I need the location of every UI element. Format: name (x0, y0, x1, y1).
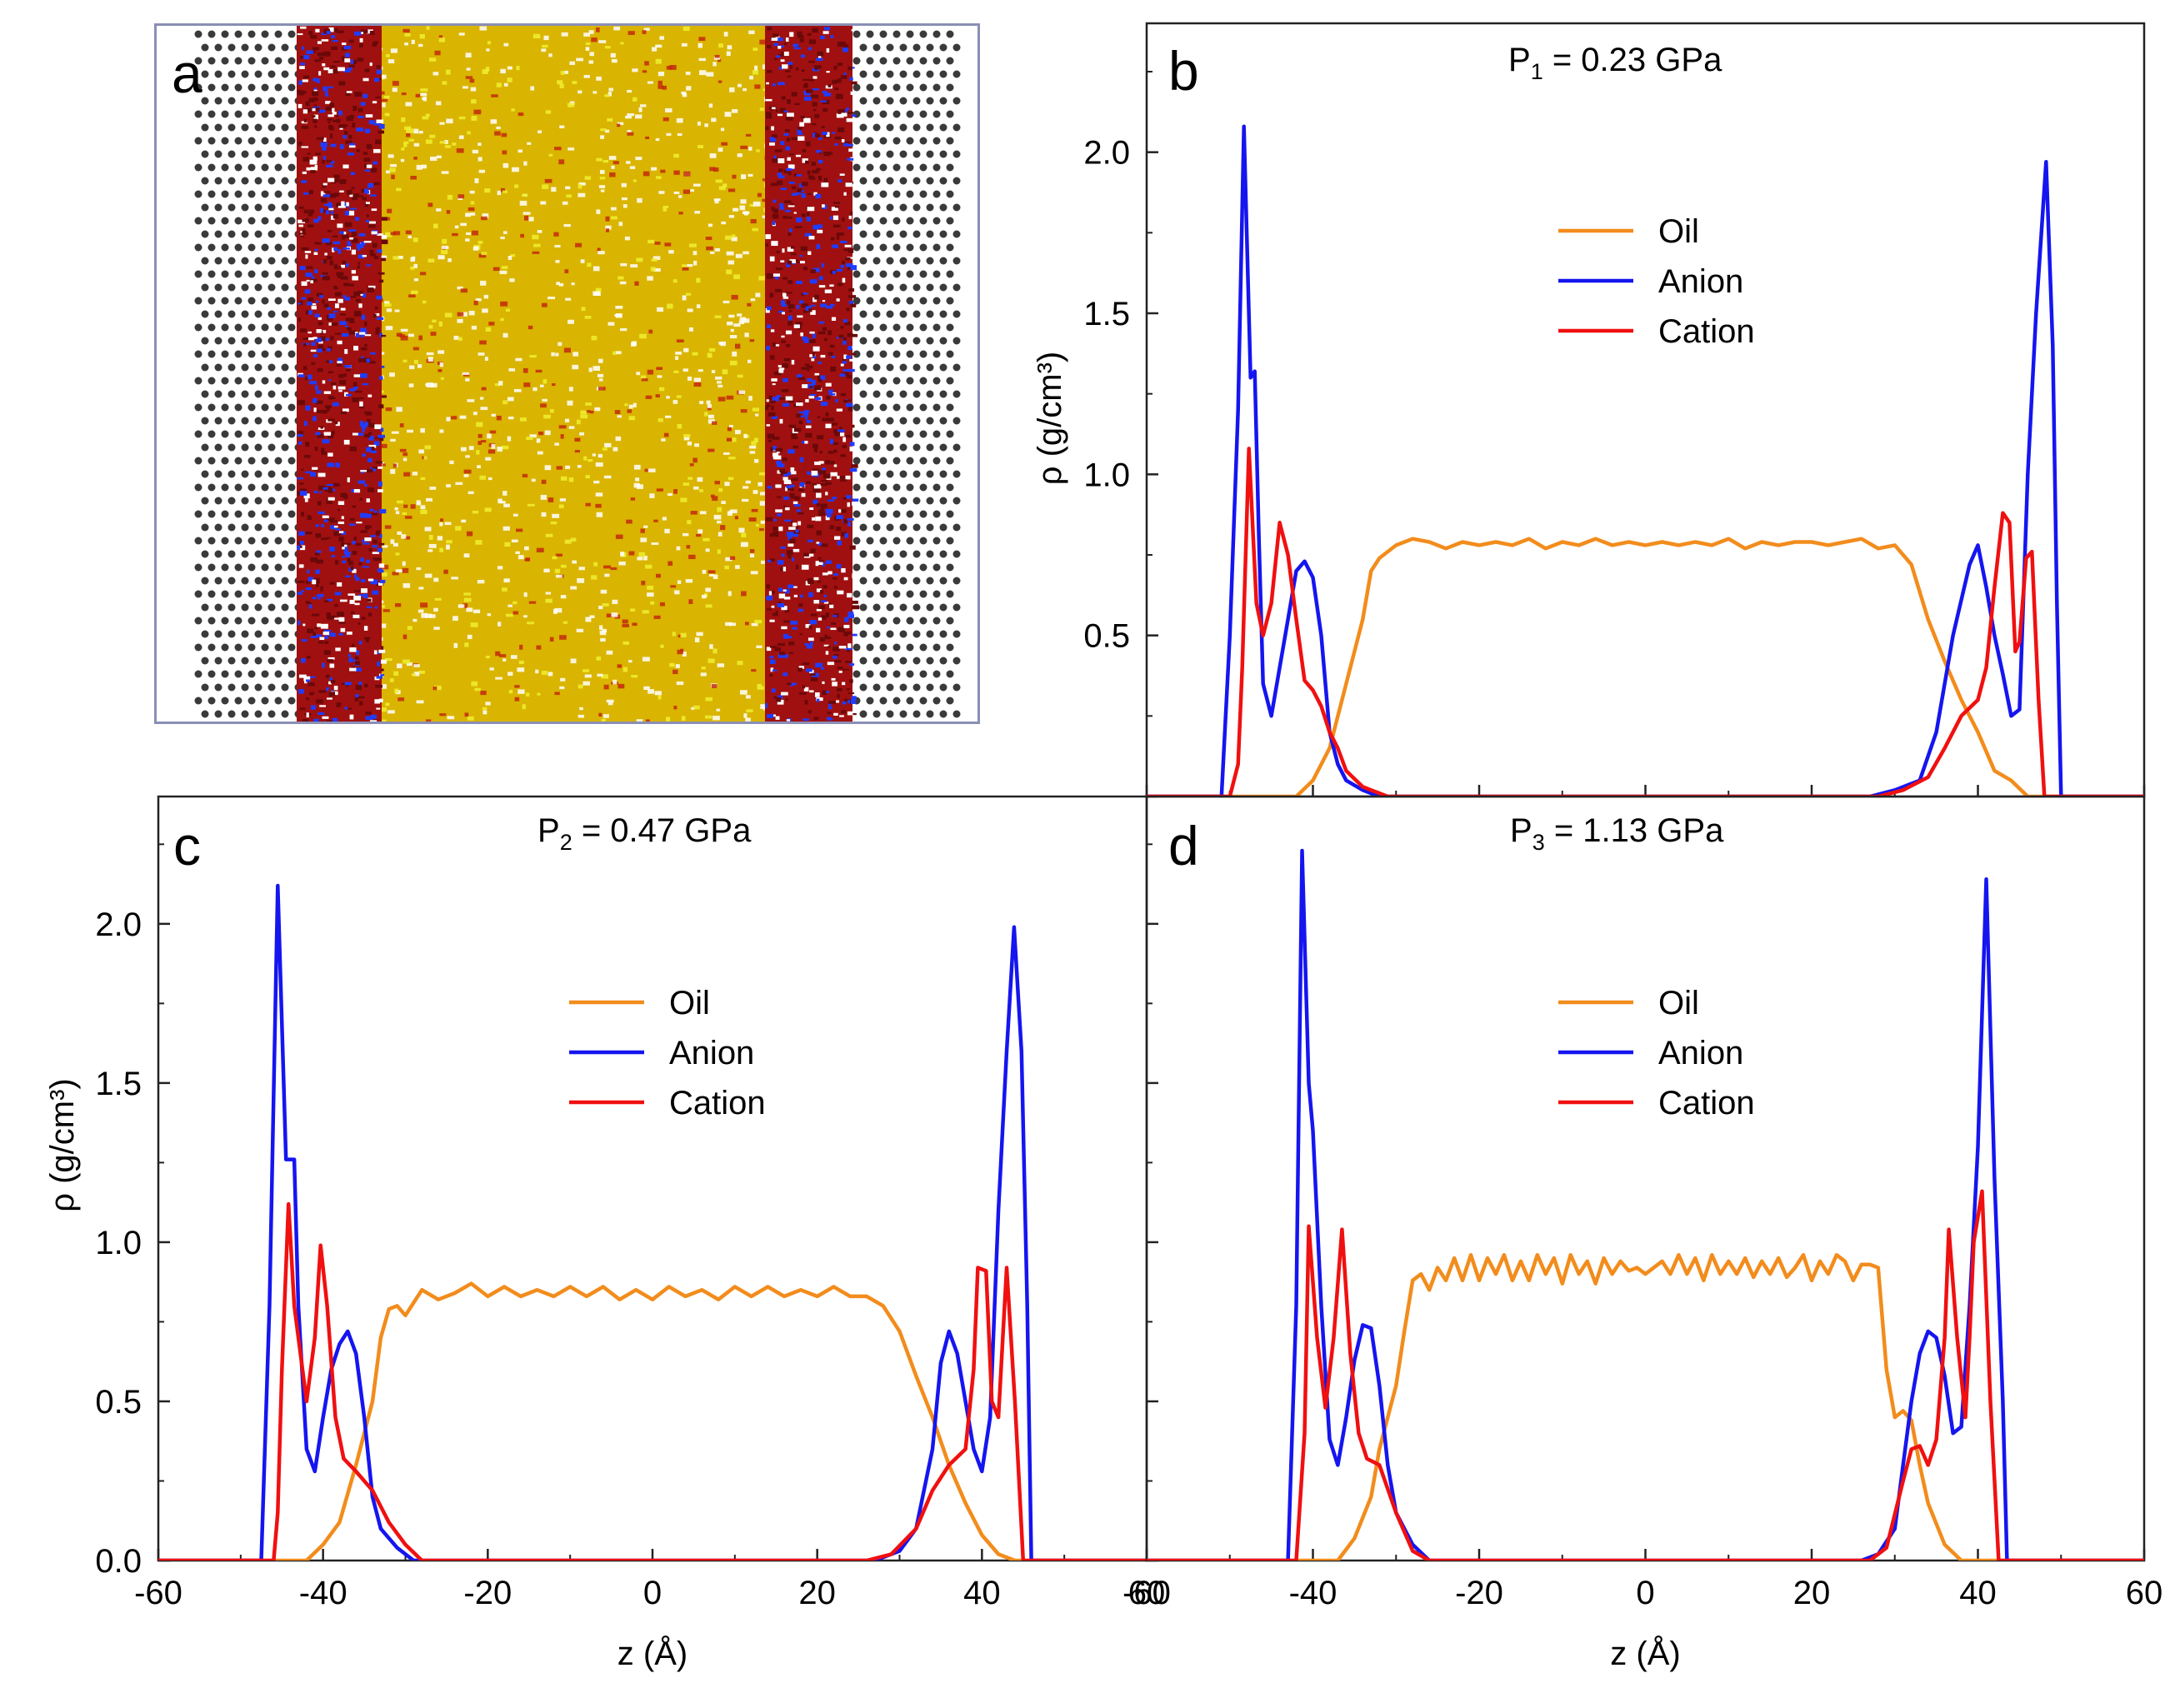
series-line-cation (158, 1201, 1147, 1561)
legend-label-oil: Oil (1658, 213, 1699, 250)
series-line-oil (158, 1281, 1147, 1561)
legend-label-anion: Anion (669, 1035, 754, 1071)
series-line-oil (1147, 537, 2144, 797)
panel-letter: c (173, 815, 201, 876)
pressure-symbol: P (1508, 42, 1531, 78)
pressure-subscript: 1 (1531, 59, 1543, 84)
legend-label-oil: Oil (1658, 985, 1699, 1021)
pressure-label: P1 = 0.23 GPa (1508, 42, 1722, 84)
pressure-value: = 0.23 GPa (1543, 42, 1722, 78)
plot-frame-b (1145, 22, 2146, 798)
x-tick-label: -60 (134, 1575, 182, 1611)
panel-c: 0.0 0.5 1.0 1.5 2.0 -60 -40 -20 0 20 40 60 z (Å) ρ (g… (44, 795, 1166, 1672)
oil-region (348, 26, 796, 722)
series-line-cation (1147, 447, 2144, 797)
pressure-label: P2 = 0.47 GPa (538, 812, 752, 855)
x-tick-label: 0 (643, 1575, 662, 1611)
y-tick-label: 2.0 (95, 906, 142, 943)
panel-letter: b (1168, 40, 1199, 102)
panel-b: 0.5 1.0 1.5 2.0 ρ (g/cm³) Oil Anion Cation P1 = … (1032, 22, 2146, 798)
x-axis-label: z (Å) (1610, 1635, 1680, 1672)
y-tick-label: 0.5 (95, 1384, 142, 1421)
x-tick-label: 40 (963, 1575, 1001, 1611)
y-tick-label: 1.5 (95, 1066, 142, 1102)
series-line-cation (1147, 1189, 2144, 1561)
pressure-value: = 1.13 GPa (1545, 812, 1724, 849)
x-tick-label: -40 (299, 1575, 348, 1611)
x-axis-label: z (Å) (618, 1635, 688, 1672)
legend-label-cation: Cation (1658, 1085, 1755, 1121)
y-axis-label: ρ (g/cm³) (44, 1078, 81, 1212)
ionic-liquid-layers (297, 26, 860, 722)
legend-label-anion: Anion (1658, 1035, 1743, 1071)
x-tick-label: 60 (2126, 1575, 2163, 1611)
x-tick-label: 20 (798, 1575, 836, 1611)
x-tick-label: 40 (1959, 1575, 1997, 1611)
series-line-anion (158, 883, 1147, 1561)
x-tick-label: -60 (1122, 1575, 1171, 1611)
pressure-value: = 0.47 GPa (572, 812, 752, 849)
pressure-symbol: P (1510, 812, 1532, 849)
x-tick-label: -40 (1289, 1575, 1338, 1611)
x-tick-label: 60 (1128, 1575, 1166, 1611)
x-tick-label: 20 (1793, 1575, 1831, 1611)
simulation-image: a (172, 26, 961, 722)
legend-label-cation: Cation (1658, 313, 1755, 350)
panel-letter: d (1168, 815, 1199, 876)
series-line-oil (1147, 1252, 2144, 1561)
panel-d: -60 -40 -20 0 20 40 60 z (Å) Oil Anion Cation P3 = … (1122, 795, 2163, 1672)
pressure-subscript: 2 (560, 830, 572, 855)
simulation-snapshot: a (154, 23, 980, 724)
y-tick-label: 1.5 (1083, 296, 1130, 332)
legend-label-oil: Oil (669, 985, 710, 1021)
pressure-symbol: P (538, 812, 560, 849)
legend-label-cation: Cation (669, 1085, 766, 1121)
pressure-label: P3 = 1.13 GPa (1510, 812, 1724, 855)
panel-letter: a (172, 42, 202, 104)
y-tick-label: 1.0 (1083, 457, 1130, 493)
x-tick-label: 0 (1636, 1575, 1654, 1611)
pressure-subscript: 3 (1532, 830, 1545, 855)
y-tick-label: 2.0 (1083, 135, 1130, 172)
y-tick-label: 0.0 (95, 1543, 142, 1580)
legend-label-anion: Anion (1658, 263, 1743, 300)
y-axis-label: ρ (g/cm³) (1032, 352, 1068, 486)
x-tick-label: -20 (463, 1575, 512, 1611)
graphene-walls (194, 30, 961, 718)
series-line-anion (1147, 124, 2144, 797)
x-tick-label: -20 (1455, 1575, 1503, 1611)
y-tick-label: 0.5 (1083, 618, 1130, 655)
y-tick-label: 1.0 (95, 1225, 142, 1261)
